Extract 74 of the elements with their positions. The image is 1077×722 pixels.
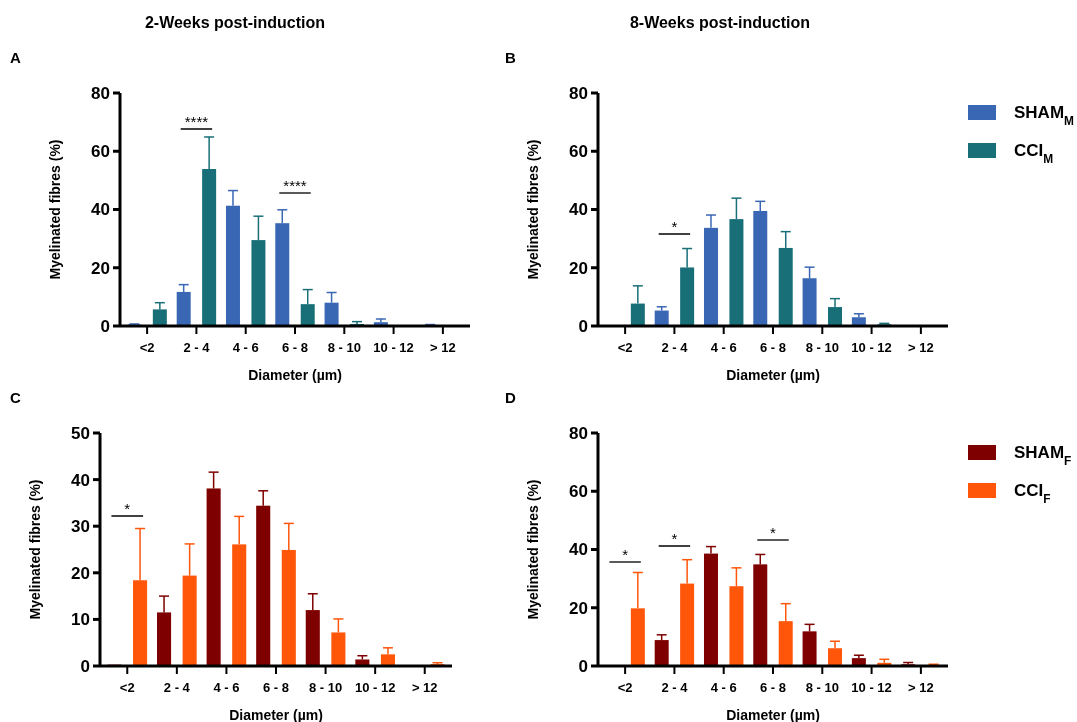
text: D (505, 389, 516, 406)
text: C (10, 389, 21, 406)
x-tick-label: 2 - 4 (661, 680, 689, 695)
chart-title: 2-Weeks post-induction (144, 14, 326, 31)
y-tick-label: 60 (91, 142, 110, 162)
x-axis-title: Diameter (µm) (726, 707, 820, 722)
y-tick-label: 40 (569, 540, 588, 560)
x-tick-label: > 12 (908, 340, 934, 355)
x-tick-label: 4 - 6 (710, 340, 737, 355)
y-tick-label: 80 (569, 423, 588, 443)
x-axis-title: Diameter (µm) (726, 367, 820, 383)
y-tick-label: 40 (569, 200, 588, 220)
x-tick-label: 10 - 12 (851, 340, 892, 355)
x-tick-label: <2 (617, 340, 633, 355)
text: A (10, 49, 21, 66)
y-axis-title: Myelinated fibres (%) (27, 479, 43, 620)
annotation: * (671, 530, 678, 547)
y-tick-label: 20 (569, 598, 588, 618)
y-axis-title: Myelinated fibres (%) (47, 139, 63, 280)
x-tick-label: 2 - 4 (163, 680, 191, 695)
legend-label: CCI$_{F}$ (1014, 481, 1051, 506)
y-tick-label: 20 (71, 563, 90, 583)
x-tick-label: <2 (617, 680, 633, 695)
legend-label: CCI$_{M}$ (1014, 141, 1054, 166)
annotation: **** (184, 113, 209, 130)
y-tick-label: 10 (71, 610, 90, 630)
x-tick-label: 8 - 10 (805, 340, 839, 355)
y-tick-label: 80 (91, 83, 110, 103)
x-tick-label: 4 - 6 (232, 340, 259, 355)
y-tick-label: 20 (569, 258, 588, 278)
x-axis-title: Diameter (µm) (248, 367, 342, 383)
x-axis-title: Diameter (µm) (229, 707, 323, 722)
x-tick-label: 8 - 10 (327, 340, 361, 355)
chart-title: 8-Weeks post-induction (629, 14, 811, 31)
x-tick-label: 8 - 10 (805, 680, 839, 695)
x-tick-label: 6 - 8 (262, 680, 290, 695)
y-tick-label: 0 (80, 656, 90, 676)
x-tick-label: 2 - 4 (183, 340, 211, 355)
x-tick-label: 8 - 10 (308, 680, 343, 695)
y-tick-label: 40 (91, 200, 110, 220)
y-tick-label: 20 (91, 258, 110, 278)
y-axis-title: Myelinated fibres (%) (525, 139, 541, 280)
annotation: * (671, 218, 678, 235)
annotation: * (622, 546, 629, 563)
annotation: * (124, 500, 131, 517)
text: B (505, 49, 516, 66)
annotation: * (770, 524, 777, 541)
x-tick-label: > 12 (411, 680, 438, 695)
y-tick-label: 50 (71, 423, 90, 443)
x-tick-label: 10 - 12 (354, 680, 396, 695)
y-tick-label: 60 (569, 482, 588, 502)
x-tick-label: <2 (119, 680, 135, 695)
x-tick-label: 6 - 8 (281, 340, 309, 355)
x-tick-label: 10 - 12 (851, 680, 892, 695)
y-tick-label: 0 (578, 316, 588, 336)
x-tick-label: 6 - 8 (759, 340, 787, 355)
x-tick-label: > 12 (430, 340, 456, 355)
x-tick-label: 2 - 4 (661, 340, 689, 355)
annotation: **** (283, 177, 307, 194)
y-tick-label: 30 (71, 517, 90, 537)
legend-label: SHAM$_{F}$ (1014, 443, 1072, 468)
x-tick-label: > 12 (908, 680, 934, 695)
y-tick-label: 0 (578, 656, 588, 676)
legend-label: SHAM$_{M}$ (1014, 103, 1075, 128)
x-tick-label: 4 - 6 (710, 680, 737, 695)
x-tick-label: <2 (139, 340, 155, 355)
y-tick-label: 80 (569, 83, 588, 103)
y-tick-label: 40 (71, 470, 90, 490)
y-tick-label: 60 (569, 142, 588, 162)
x-tick-label: 10 - 12 (373, 340, 414, 355)
y-axis-title: Myelinated fibres (%) (525, 479, 541, 620)
y-tick-label: 0 (100, 316, 110, 336)
x-tick-label: 6 - 8 (759, 680, 787, 695)
x-tick-label: 4 - 6 (213, 680, 240, 695)
